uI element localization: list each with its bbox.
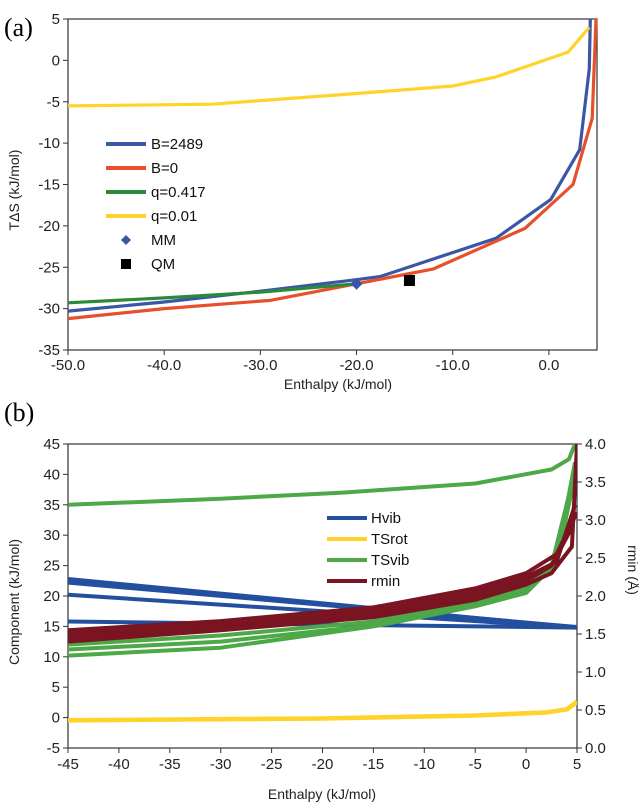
chart-a-x-tick-label: -30.0 (243, 357, 277, 374)
chart-b-y2-tick-label: 2.5 (585, 550, 606, 567)
chart-a-legend-label: MM (151, 232, 176, 249)
chart-b-y2-tick-label: 3.0 (585, 512, 606, 529)
chart-b-legend-label: TSvib (371, 552, 409, 569)
chart-a-y-tick-label: -25 (38, 259, 60, 276)
chart-b-y-tick-label: 0 (52, 710, 60, 727)
chart-a-legend-label: QM (151, 256, 175, 273)
chart-b-series-line (68, 511, 577, 633)
chart-a-y-tick-label: -10 (38, 135, 60, 152)
chart-b-legend-label: TSrot (371, 531, 409, 548)
chart-b-series-line (68, 699, 577, 722)
chart-b-legend-label: rmin (371, 573, 400, 590)
chart-a: -50.0 -40.0 -30.0 -20.0 -10.0 0.0 -35 -30 -25 -20… (38, 11, 598, 374)
chart-b-x-tick-label: -40 (108, 756, 130, 773)
chart-b-y2-tick-label: 1.5 (585, 626, 606, 643)
chart-b-x-tick-label: -30 (210, 756, 232, 773)
chart-a-x-tick-label: -10.0 (436, 357, 470, 374)
chart-b-x-tick-label: -35 (159, 756, 181, 773)
chart-b-y2-tick-label: 0.0 (585, 740, 606, 757)
chart-a-y-tick-label: -20 (38, 218, 60, 235)
chart-a-marker-qm (403, 274, 415, 286)
chart-a-legend-swatch (121, 235, 131, 245)
chart-a-marker-mm (350, 277, 363, 290)
chart-a-legend-swatch (121, 259, 131, 269)
panel-b-label: (b) (4, 398, 34, 427)
chart-b-y-tick-label: 15 (43, 618, 60, 635)
chart-a-y-axis-label: TΔS (kJ/mol) (6, 150, 22, 231)
chart-b-x-tick-label: -10 (413, 756, 435, 773)
chart-a-y-tick-label: 0 (52, 52, 60, 69)
chart-b-y-tick-label: 10 (43, 649, 60, 666)
chart-b-series-line (68, 504, 577, 636)
chart-b-y2-tick-label: 4.0 (585, 436, 606, 453)
chart-a-legend-label: q=0.01 (151, 208, 197, 225)
chart-b-y-tick-label: 40 (43, 466, 60, 483)
chart-b-series-line (68, 444, 577, 644)
chart-a-y-tick-label: -5 (47, 94, 60, 111)
chart-b-x-tick-label: -25 (261, 756, 283, 773)
chart-b-legend: Hvib TSrot TSvib rmin (327, 510, 409, 590)
chart-b-x-tick-label: 0 (522, 756, 530, 773)
chart-b-y-axis-label: Component (kJ/mol) (6, 539, 22, 665)
chart-b-x-tick-label: -20 (312, 756, 334, 773)
chart-b-y-tick-label: 45 (43, 436, 60, 453)
chart-b-plot-area (68, 444, 577, 723)
chart-b-y2-tick-label: 3.5 (585, 474, 606, 491)
chart-b-y2-tick-label: 1.0 (585, 664, 606, 681)
chart-a-y-tick-label: -35 (38, 342, 60, 359)
chart-a-series-line (67, 282, 357, 305)
chart-a-x-tick-label: -50.0 (51, 357, 85, 374)
chart-b-y-tick-label: 35 (43, 497, 60, 514)
chart-a-legend-label: B=2489 (151, 136, 203, 153)
chart-a-x-tick-label: -40.0 (147, 357, 181, 374)
chart-a-y-tick-label: -30 (38, 301, 60, 318)
chart-b: -45 -40 -35 -30 -25 -20 -15 -10 -5 0 5 -5 0 5 10 15 20 25… (43, 436, 606, 773)
chart-a-legend-label: q=0.417 (151, 184, 206, 201)
chart-a-x-tick-label: -20.0 (339, 357, 373, 374)
chart-a-x-axis-label: Enthalpy (kJ/mol) (284, 376, 392, 392)
chart-b-y-tick-label: 20 (43, 588, 60, 605)
chart-b-x-tick-label: -45 (57, 756, 79, 773)
chart-b-series-line (68, 526, 574, 640)
panel-a-label: (a) (4, 13, 33, 42)
chart-a-series-line (67, 26, 591, 108)
chart-b-series-line (68, 444, 577, 507)
chart-a-legend: B=2489 B=0 q=0.417 q=0.01 MM QM (106, 136, 206, 273)
chart-b-x-tick-label: 5 (573, 756, 581, 773)
chart-a-legend-label: B=0 (151, 160, 178, 177)
chart-b-x-tick-label: -15 (363, 756, 385, 773)
chart-b-legend-label: Hvib (371, 510, 401, 527)
chart-a-series-line (67, 18, 592, 313)
chart-b-y2-axis-label: rmin (Å) (625, 545, 639, 595)
chart-b-x-axis-label: Enthalpy (kJ/mol) (268, 786, 376, 802)
chart-b-y-tick-label: -5 (47, 740, 60, 757)
chart-b-y-tick-label: 25 (43, 558, 60, 575)
chart-b-y-tick-label: 5 (52, 679, 60, 696)
chart-a-x-tick-label: 0.0 (538, 357, 559, 374)
chart-b-y2-tick-label: 2.0 (585, 588, 606, 605)
chart-a-y-tick-label: -15 (38, 177, 60, 194)
chart-a-series-line (67, 18, 598, 321)
chart-b-y2-tick-label: 0.5 (585, 702, 606, 719)
chart-b-series-line (68, 580, 577, 629)
chart-a-y-tick-label: 5 (52, 11, 60, 28)
chart-b-x-tick-label: -5 (469, 756, 482, 773)
chart-b-y-tick-label: 30 (43, 527, 60, 544)
